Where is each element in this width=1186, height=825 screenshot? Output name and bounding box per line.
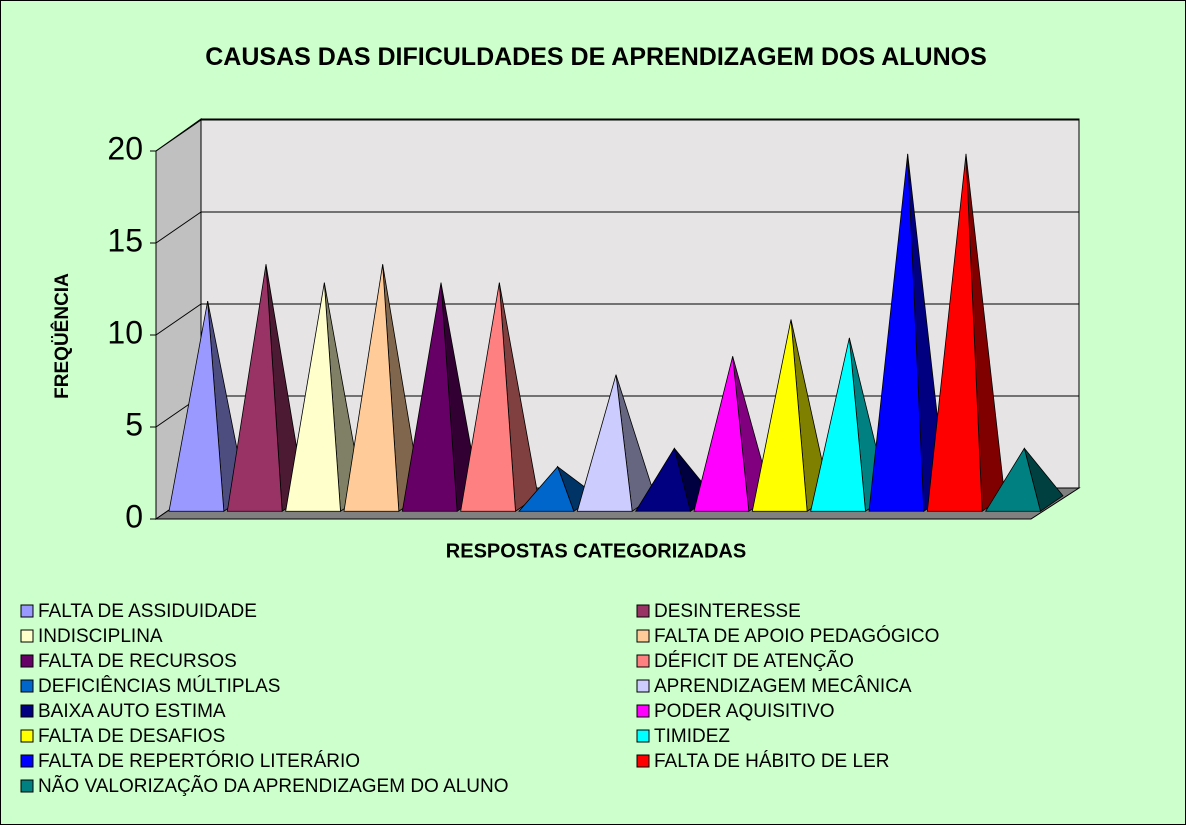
legend-label: FALTA DE DESAFIOS: [38, 726, 225, 747]
legend-label: FALTA DE HÁBITO DE LER: [654, 751, 889, 772]
pyramid: [343, 264, 422, 512]
pyramid-front: [460, 282, 516, 512]
legend-label: DÉFICIT DE ATENÇÃO: [654, 650, 854, 672]
y-tick-label: 5: [125, 406, 143, 442]
pyramid-front: [868, 153, 925, 512]
legend-swatch: [636, 729, 650, 743]
pyramid-front: [226, 264, 283, 512]
y-axis-title: FREQÜÊNCIA: [51, 273, 73, 399]
y-tick-label: 0: [125, 498, 143, 534]
legend-label: NÃO VALORIZAÇÃO DA APRENDIZAGEM DO ALUNO: [38, 775, 509, 797]
legend-swatch: [20, 704, 34, 718]
legend-label: FALTA DE REPERTÓRIO LITERÁRIO: [38, 750, 360, 772]
x-axis-title: RESPOSTAS CATEGORIZADAS: [446, 540, 746, 562]
legend-swatch: [20, 654, 34, 668]
chart-title: CAUSAS DAS DIFICULDADES DE APRENDIZAGEM …: [205, 43, 987, 71]
legend-swatch: [636, 604, 650, 618]
y-tick-label: 15: [107, 222, 143, 258]
pyramid: [751, 319, 831, 512]
legend-label: APRENDIZAGEM MECÂNICA: [654, 675, 912, 697]
legend-label: FALTA DE APOIO PEDAGÓGICO: [654, 625, 939, 647]
legend-label: FALTA DE ASSIDUIDADE: [38, 601, 257, 622]
legend-label: BAIXA AUTO ESTIMA: [38, 701, 226, 722]
grid-line: [155, 119, 202, 152]
legend-label: INDISCIPLINA: [38, 626, 163, 647]
legend-label: DEFICIÊNCIAS MÚLTIPLAS: [38, 675, 280, 697]
legend-swatch: [20, 754, 34, 768]
legend-swatch: [20, 679, 34, 693]
pyramid-front: [168, 301, 225, 512]
legend-swatch: [636, 654, 650, 668]
legend-swatch: [20, 729, 34, 743]
pyramid-front: [401, 282, 458, 512]
pyramid-front: [810, 337, 866, 512]
grid-line: [155, 303, 202, 336]
pyramid-front: [576, 374, 633, 512]
pyramid-front: [634, 447, 692, 512]
y-tick-label: 20: [107, 130, 143, 166]
grid-line: [155, 211, 202, 244]
pyramid-front: [751, 319, 808, 512]
legend-swatch: [636, 704, 650, 718]
legend-label: TIMIDEZ: [654, 726, 730, 747]
legend-swatch: [20, 629, 34, 643]
pyramid-front: [926, 153, 983, 512]
y-tick-label: 10: [107, 314, 143, 350]
legend-label: FALTA DE RECURSOS: [38, 651, 237, 672]
legend-swatch: [20, 779, 34, 793]
legend-label: DESINTERESSE: [654, 601, 801, 622]
legend-swatch: [636, 629, 650, 643]
pyramid-front: [984, 447, 1042, 512]
pyramid: [984, 447, 1064, 512]
legend-swatch: [636, 679, 650, 693]
pyramid: [926, 153, 1006, 512]
pyramid: [576, 374, 656, 512]
pyramid-front: [343, 264, 400, 512]
pyramid-front: [518, 465, 575, 512]
legend-label: PODER AQUISITIVO: [654, 701, 835, 722]
pyramid-front: [693, 356, 750, 512]
pyramid-front: [285, 282, 341, 512]
legend-swatch: [20, 604, 34, 618]
legend-swatch: [636, 754, 650, 768]
